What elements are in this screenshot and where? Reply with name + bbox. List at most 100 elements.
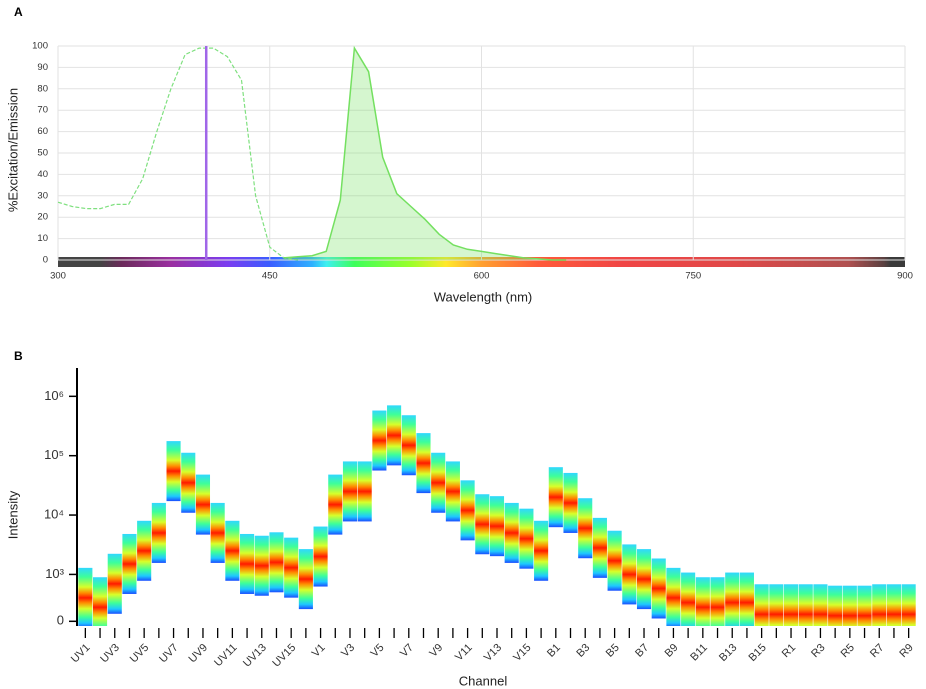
x-tick-label: V5 — [369, 642, 387, 660]
x-tick-label: B9 — [663, 642, 681, 660]
density-cell — [416, 433, 431, 494]
x-tick-label: 450 — [262, 271, 278, 282]
density-cell — [151, 502, 166, 563]
y-tick-label: 10⁴ — [44, 506, 64, 521]
x-tick-label: R5 — [839, 642, 857, 660]
x-tick-label: 750 — [685, 271, 701, 282]
density-cell — [357, 461, 372, 522]
x-tick-label: B13 — [717, 642, 739, 664]
x-tick-label: 600 — [474, 271, 490, 282]
x-tick-label: V11 — [453, 642, 475, 664]
y-tick-label: 50 — [37, 148, 48, 159]
density-cell — [813, 584, 828, 626]
x-tick-label: 300 — [50, 271, 66, 282]
spectrum-line — [283, 45, 567, 261]
density-cell — [240, 533, 255, 594]
density-cell — [534, 520, 549, 581]
density-cell — [754, 584, 769, 626]
density-cell — [225, 520, 240, 581]
density-cell — [798, 584, 813, 626]
x-tick-label: V9 — [427, 642, 445, 660]
y-axis-title: %Excitation/Emission — [5, 88, 20, 212]
density-cell — [445, 461, 460, 522]
density-cell — [254, 535, 269, 596]
panel-label: A — [14, 5, 23, 19]
x-axis-title: Channel — [459, 673, 508, 688]
x-tick-label: UV13 — [241, 642, 269, 670]
density-cell — [681, 572, 696, 626]
x-tick-label: UV7 — [157, 642, 181, 666]
x-tick-label: B15 — [746, 642, 768, 664]
y-tick-label: 60 — [37, 126, 48, 137]
density-cell — [607, 530, 622, 591]
density-cell — [166, 441, 181, 502]
density-cell — [328, 474, 343, 535]
x-tick-label: R3 — [809, 642, 827, 660]
density-cell — [636, 549, 652, 610]
x-tick-label: V15 — [511, 642, 533, 664]
density-cell — [519, 508, 534, 569]
density-cell — [210, 502, 225, 563]
y-tick-label: 90 — [37, 62, 48, 73]
y-tick-label: 10⁶ — [44, 388, 64, 403]
density-cell — [401, 415, 416, 476]
y-tick-label: 0 — [57, 613, 64, 628]
x-tick-label: B7 — [633, 642, 651, 660]
density-cell — [622, 544, 637, 605]
y-tick-label: 10 — [37, 233, 48, 244]
x-tick-label: B3 — [574, 642, 592, 660]
x-tick-label: UV15 — [270, 642, 298, 670]
y-tick-label: 30 — [37, 190, 48, 201]
density-cell — [284, 537, 299, 598]
panel-label: B — [14, 349, 23, 363]
density-cell — [298, 549, 313, 610]
density-cell — [695, 577, 710, 626]
y-tick-label: 0 — [43, 255, 48, 266]
density-cell — [431, 452, 446, 513]
x-tick-label: R1 — [780, 642, 798, 660]
y-tick-label: 70 — [37, 105, 48, 116]
density-cell — [137, 520, 152, 581]
density-cell — [342, 461, 358, 522]
y-tick-label: 20 — [37, 212, 48, 223]
density-cell — [592, 517, 607, 578]
x-tick-label: B11 — [688, 642, 710, 664]
density-cell — [783, 584, 799, 626]
density-cell — [578, 498, 593, 559]
density-cell — [651, 558, 666, 619]
density-cell — [313, 526, 328, 587]
x-tick-label: R9 — [897, 642, 915, 660]
spectrum-line — [57, 47, 299, 261]
x-tick-label: UV3 — [98, 642, 122, 666]
density-cell — [769, 584, 784, 626]
y-axis-title: Intensity — [5, 490, 20, 539]
density-cell — [563, 472, 578, 533]
x-tick-label: UV9 — [187, 642, 211, 666]
density-cell — [710, 577, 725, 626]
x-tick-label: V13 — [482, 642, 504, 664]
density-cell — [269, 532, 284, 593]
x-tick-label: UV5 — [128, 642, 152, 666]
density-cell — [460, 480, 475, 541]
y-tick-label: 10⁵ — [44, 447, 64, 462]
density-cell — [828, 585, 843, 626]
density-cell — [548, 467, 563, 528]
density-cell — [504, 502, 519, 563]
x-tick-label: 900 — [897, 271, 913, 282]
emission-area — [283, 48, 567, 260]
density-cell — [78, 567, 93, 626]
y-tick-label: 80 — [37, 83, 48, 94]
density-cell — [666, 567, 681, 626]
x-tick-label: R7 — [868, 642, 886, 660]
x-tick-label: V1 — [310, 642, 328, 660]
density-cell — [739, 572, 754, 626]
density-cell — [725, 572, 740, 626]
y-tick-label: 10³ — [45, 566, 64, 581]
y-tick-label: 100 — [32, 41, 48, 52]
density-cell — [195, 474, 211, 535]
x-tick-label: B5 — [604, 642, 622, 660]
density-cell — [181, 452, 196, 513]
density-cell — [857, 585, 872, 626]
spectrum-bar — [58, 257, 905, 267]
x-tick-label: UV1 — [69, 642, 93, 666]
